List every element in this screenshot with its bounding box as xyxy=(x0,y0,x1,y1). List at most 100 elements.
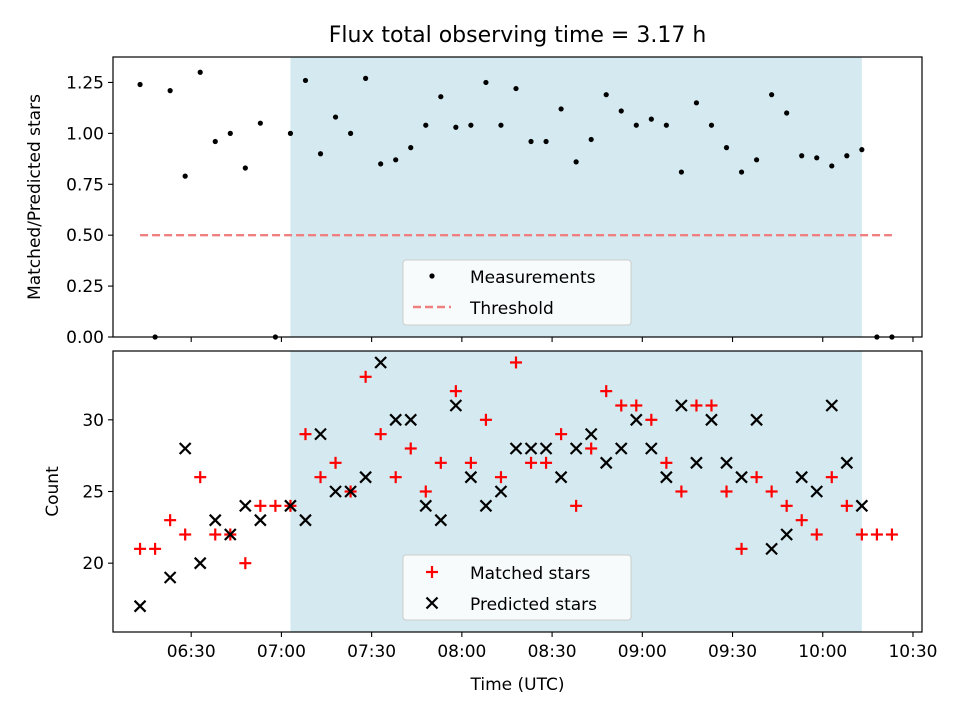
matched-star-point xyxy=(389,471,402,484)
predicted-star-point xyxy=(434,513,448,527)
matched-star-point xyxy=(795,514,808,527)
predicted-star-point xyxy=(584,427,598,441)
matched-star-point xyxy=(810,528,823,541)
measurement-point xyxy=(317,151,324,157)
x-tick-label: 08:30 xyxy=(528,642,577,662)
predicted-star-point xyxy=(133,599,147,613)
predicted-star-point xyxy=(509,442,523,455)
measurement-point xyxy=(453,124,459,130)
matched-star-point xyxy=(615,399,628,412)
predicted-star-point xyxy=(825,399,839,412)
matched-star-point xyxy=(359,370,372,383)
matched-star-point xyxy=(630,399,643,412)
measurement-point xyxy=(227,130,233,136)
matched-star-point xyxy=(254,499,267,512)
predicted-star-point xyxy=(314,427,327,441)
matched-star-point xyxy=(750,471,763,484)
matched-star-point xyxy=(585,442,598,455)
legend-label-measurements: Measurements xyxy=(470,268,596,288)
matched-star-point xyxy=(720,485,733,498)
measurement-point xyxy=(468,122,474,128)
legend-box-bottom xyxy=(402,554,632,621)
measurement-point xyxy=(528,138,534,145)
legend-box-top xyxy=(402,259,632,326)
predicted-star-point xyxy=(299,513,312,527)
matched-star-point xyxy=(870,528,883,541)
y-tick-label: 25 xyxy=(82,483,104,503)
matched-star-point xyxy=(494,471,507,484)
legend-bottom: Matched stars Predicted stars xyxy=(402,554,632,621)
predicted-star-point xyxy=(359,470,372,484)
measurement-point xyxy=(663,122,669,128)
matched-star-point xyxy=(299,428,312,441)
y-axis-label-top: Matched/Predicted stars xyxy=(25,94,45,300)
predicted-star-point xyxy=(855,499,869,513)
y-tick-label: 0.50 xyxy=(66,226,104,246)
y-tick-label: 1.00 xyxy=(66,124,104,144)
x-tick-label: 08:00 xyxy=(437,642,486,662)
predicted-star-point xyxy=(675,399,688,412)
measurement-point xyxy=(393,157,399,163)
measurement-point xyxy=(844,153,850,159)
matched-star-point xyxy=(705,399,718,412)
measurement-point xyxy=(603,92,609,98)
legend-label-matched: Matched stars xyxy=(470,564,590,584)
legend-label-predicted: Predicted stars xyxy=(470,595,597,615)
predicted-star-point xyxy=(630,413,643,427)
legend-x-marker xyxy=(425,596,439,610)
y-tick-label: 0.25 xyxy=(66,277,104,297)
matched-star-point xyxy=(555,428,568,441)
measurement-point xyxy=(558,106,564,112)
matched-star-point xyxy=(885,528,898,541)
predicted-star-point xyxy=(705,413,718,427)
predicted-star-point xyxy=(750,413,763,427)
predicted-star-point xyxy=(494,485,508,498)
predicted-star-point xyxy=(479,499,493,513)
measurement-point xyxy=(257,120,263,126)
measurement-point xyxy=(242,165,248,171)
measurement-point xyxy=(633,122,639,128)
measurement-point xyxy=(573,159,579,165)
predicted-star-point xyxy=(765,542,778,556)
measurement-point xyxy=(693,100,700,106)
predicted-star-point xyxy=(614,442,628,455)
predicted-star-point xyxy=(239,499,252,513)
y-tick-label: 1.25 xyxy=(66,73,104,93)
y-axis-label-bottom: Count xyxy=(43,466,63,517)
predicted-star-point xyxy=(810,485,824,498)
matched-star-point xyxy=(194,471,207,484)
matched-star-point xyxy=(404,442,417,455)
y-tick-label: 0.75 xyxy=(66,175,104,195)
measurement-point xyxy=(588,136,594,143)
predicted-star-point xyxy=(284,499,297,513)
matched-star-point xyxy=(525,456,538,469)
matched-star-point xyxy=(464,456,477,469)
measurement-point xyxy=(648,116,654,122)
measurement-point xyxy=(738,169,745,175)
matched-star-point xyxy=(314,471,327,484)
measurement-point xyxy=(708,122,715,128)
measurement-point xyxy=(814,155,820,161)
predicted-star-point xyxy=(224,528,237,541)
measurement-point xyxy=(197,69,203,75)
measurement-point xyxy=(543,138,549,145)
x-tick-label: 09:30 xyxy=(708,642,757,662)
matched-star-point xyxy=(509,356,522,369)
matched-star-point xyxy=(765,485,778,498)
measurement-point xyxy=(769,92,775,98)
measurement-point xyxy=(212,138,218,145)
x-tick-label: 06:30 xyxy=(167,642,216,662)
x-tick-label: 07:00 xyxy=(257,642,306,662)
predicted-star-point xyxy=(464,470,478,484)
legend-marker-matched xyxy=(426,566,438,578)
bottom-plot-frame xyxy=(112,350,923,633)
legend-top: Measurements Threshold xyxy=(402,259,632,326)
predicted-star-point xyxy=(599,456,613,470)
measurement-point xyxy=(483,79,489,86)
predicted-star-point xyxy=(645,442,658,455)
matched-star-point xyxy=(675,485,688,498)
measurement-point xyxy=(618,108,624,114)
measurement-point xyxy=(287,130,294,136)
matched-star-point xyxy=(780,499,793,512)
predicted-star-point xyxy=(178,442,192,455)
